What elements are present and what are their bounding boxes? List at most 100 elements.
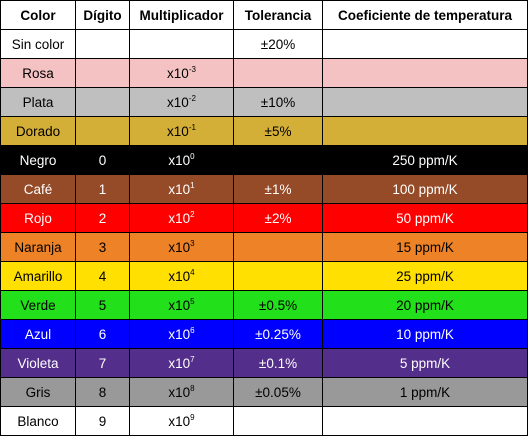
multiplier-exponent: 4 [190, 267, 195, 277]
multiplier-exponent: -2 [188, 93, 196, 103]
cell-tempco: 10 ppm/K [322, 319, 528, 349]
cell-digit [75, 87, 130, 117]
table-row: Gris 8 x108 ±0.05% 1 ppm/K [0, 377, 528, 407]
multiplier-exponent: -1 [188, 122, 196, 132]
cell-digit: 6 [75, 319, 130, 349]
multiplier-exponent: 3 [190, 238, 195, 248]
cell-digit: 3 [75, 232, 130, 262]
table-row: Blanco 9 x109 [0, 406, 528, 436]
cell-color: Rosa [0, 58, 76, 88]
cell-tolerance: ±0.05% [233, 377, 323, 407]
cell-tolerance [233, 261, 323, 291]
cell-multiplier: x109 [129, 406, 234, 436]
multiplier-base: x10 [168, 297, 191, 313]
multiplier-base: x10 [168, 210, 191, 226]
cell-tolerance: ±0.5% [233, 290, 323, 320]
cell-tempco: 250 ppm/K [322, 145, 528, 175]
cell-tolerance: ±2% [233, 203, 323, 233]
multiplier-base: x10 [167, 123, 189, 139]
cell-tempco [322, 87, 528, 117]
cell-multiplier: x100 [129, 145, 234, 175]
table-row: Violeta 7 x107 ±0.1% 5 ppm/K [0, 348, 528, 378]
table-row: Naranja 3 x103 15 ppm/K [0, 232, 528, 262]
multiplier-base: x10 [168, 152, 191, 168]
multiplier-base: x10 [168, 355, 191, 371]
cell-multiplier: x103 [129, 232, 234, 262]
header-multiplier: Multiplicador [129, 0, 234, 30]
cell-digit: 0 [75, 145, 130, 175]
multiplier-exponent: 9 [190, 412, 195, 422]
cell-tempco: 15 ppm/K [322, 232, 528, 262]
table-row: Azul 6 x106 ±0.25% 10 ppm/K [0, 319, 528, 349]
multiplier-exponent: 7 [190, 354, 195, 364]
cell-digit: 2 [75, 203, 130, 233]
cell-tolerance [233, 232, 323, 262]
multiplier-exponent: 8 [190, 383, 195, 393]
cell-digit: 7 [75, 348, 130, 378]
multiplier-base: x10 [168, 239, 191, 255]
multiplier-base: x10 [168, 326, 191, 342]
multiplier-base: x10 [168, 384, 191, 400]
cell-multiplier: x102 [129, 203, 234, 233]
cell-digit: 9 [75, 406, 130, 436]
cell-color: Café [0, 174, 76, 204]
cell-tempco [322, 116, 528, 146]
cell-tolerance: ±1% [233, 174, 323, 204]
cell-tempco: 20 ppm/K [322, 290, 528, 320]
multiplier-base: x10 [167, 65, 189, 81]
table-row: Sin color ±20% [0, 29, 528, 59]
cell-digit: 8 [75, 377, 130, 407]
multiplier-exponent: 0 [190, 151, 195, 161]
cell-multiplier: x10-3 [129, 58, 234, 88]
cell-multiplier: x10-2 [129, 87, 234, 117]
multiplier-base: x10 [168, 413, 191, 429]
cell-multiplier: x108 [129, 377, 234, 407]
cell-multiplier: x106 [129, 319, 234, 349]
cell-digit: 1 [75, 174, 130, 204]
table-row: Plata x10-2 ±10% [0, 87, 528, 117]
cell-color: Azul [0, 319, 76, 349]
cell-color: Verde [0, 290, 76, 320]
cell-color: Plata [0, 87, 76, 117]
cell-color: Naranja [0, 232, 76, 262]
cell-digit: 4 [75, 261, 130, 291]
multiplier-base: x10 [168, 268, 191, 284]
table-row: Dorado x10-1 ±5% [0, 116, 528, 146]
cell-color: Rojo [0, 203, 76, 233]
cell-tempco: 25 ppm/K [322, 261, 528, 291]
multiplier-base: x10 [167, 94, 189, 110]
cell-multiplier: x10-1 [129, 116, 234, 146]
cell-tempco: 5 ppm/K [322, 348, 528, 378]
cell-tempco [322, 29, 528, 59]
cell-tolerance [233, 58, 323, 88]
cell-multiplier: x104 [129, 261, 234, 291]
cell-tempco [322, 58, 528, 88]
cell-digit: 5 [75, 290, 130, 320]
cell-color: Sin color [0, 29, 76, 59]
cell-digit [75, 29, 130, 59]
multiplier-exponent: 6 [190, 325, 195, 335]
table-row: Verde 5 x105 ±0.5% 20 ppm/K [0, 290, 528, 320]
table-row: Negro 0 x100 250 ppm/K [0, 145, 528, 175]
header-tempco: Coeficiente de temperatura [322, 0, 528, 30]
multiplier-exponent: -3 [188, 64, 196, 74]
header-digit: Dígito [75, 0, 130, 30]
table-row: Rosa x10-3 [0, 58, 528, 88]
cell-tolerance: ±5% [233, 116, 323, 146]
cell-color: Violeta [0, 348, 76, 378]
cell-multiplier: x107 [129, 348, 234, 378]
cell-tolerance: ±10% [233, 87, 323, 117]
table-row: Café 1 x101 ±1% 100 ppm/K [0, 174, 528, 204]
cell-tempco: 100 ppm/K [322, 174, 528, 204]
header-color: Color [0, 0, 76, 30]
table-row: Rojo 2 x102 ±2% 50 ppm/K [0, 203, 528, 233]
cell-color: Blanco [0, 406, 76, 436]
cell-tolerance: ±0.25% [233, 319, 323, 349]
cell-tempco: 1 ppm/K [322, 377, 528, 407]
cell-multiplier: x101 [129, 174, 234, 204]
multiplier-exponent: 5 [190, 296, 195, 306]
cell-multiplier: x105 [129, 290, 234, 320]
cell-tempco: 50 ppm/K [322, 203, 528, 233]
multiplier-base: x10 [168, 181, 191, 197]
cell-color: Dorado [0, 116, 76, 146]
